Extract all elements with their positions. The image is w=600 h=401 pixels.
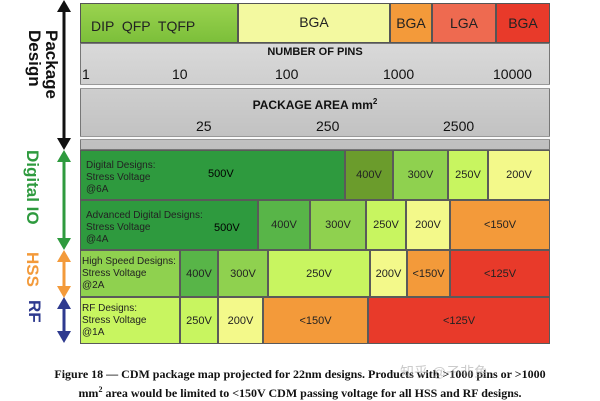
row3-label: High Speed Designs: Stress Voltage @2A [82,256,176,292]
row-label-line: Advanced Digital Designs: [86,210,203,221]
package-label: DIP QFP TQFP [91,18,196,34]
row4-cell-lt150v: <150V [263,297,368,344]
row-label-line: Stress Voltage [82,268,147,279]
row1-cell-250v: 250V [448,150,488,200]
rf-label: RF [25,300,44,323]
area-axis-title-text: PACKAGE AREA mm [252,98,373,112]
package-label: BGA [508,15,538,31]
row-label-line: High Speed Designs: [82,256,176,267]
digital-io-label: Digital IO [23,150,42,225]
row-label-line: Stress Voltage [86,222,151,233]
pins-tick-1: 1 [82,66,90,82]
pins-tick-10: 10 [172,66,188,82]
row1-base [80,150,345,200]
row-label-line: Digital Designs: [86,160,156,171]
area-axis-title: PACKAGE AREA mm2 [80,97,550,112]
row3-cell-400v: 400V [180,250,218,297]
package-label: BGA [299,14,329,30]
package-label: LGA [449,15,478,31]
hss-label: HSS [23,252,42,287]
area-tick-2500: 2500 [443,118,475,134]
row4-cell-200v: 200V [218,297,263,344]
rf-arrow [57,297,71,343]
area-tick-25: 25 [196,118,212,134]
row3-cell-300v: 300V [218,250,268,297]
row1-cell-400v: 400V [345,150,393,200]
row-label-line: @2A [82,280,105,291]
row2-cell-500v: 500V [214,222,240,234]
figure-caption-line1: Figure 18 — CDM package map projected fo… [54,367,546,381]
row3-base [80,250,180,297]
row-label-line: Stress Voltage [86,172,151,183]
caption-line2-pre: mm [78,386,99,400]
row2-cell-400v: 400V [258,200,310,250]
row1-cell-300v: 300V [393,150,448,200]
package-bga-1: BGA [238,3,390,43]
row-label-line: @1A [82,327,105,338]
package-dip-qfp-tqfp: DIP QFP TQFP [80,3,238,43]
pins-tick-100: 100 [275,66,299,82]
pins-tick-10000: 10000 [493,66,532,82]
hss-arrow [57,250,71,298]
watermark: 知乎 @子非鱼 [400,364,489,380]
row1-label: Digital Designs: Stress Voltage @6A [86,160,155,196]
package-lga: LGA [432,3,496,43]
row2-cell-200v: 200V [406,200,450,250]
package-design-arrow [57,0,71,150]
caption-line2-sup: 2 [98,385,103,394]
row2-cell-250v: 250V [366,200,406,250]
pins-axis-title: NUMBER OF PINS [267,46,363,58]
row3-cell-250v: 250V [268,250,370,297]
figure-caption-line2: mm2 area would be limited to <150V CDM p… [0,382,600,401]
row1-cell-200v: 200V [488,150,550,200]
area-tick-250: 250 [316,118,340,134]
row3-cell-200v: 200V [370,250,407,297]
row2-cell-lt150v: <150V [450,200,550,250]
row4-label: RF Designs: Stress Voltage @1A [82,303,146,339]
package-bga-3: BGA [496,3,550,43]
row2-cell-300v: 300V [310,200,366,250]
area-axis-title-sup: 2 [372,97,378,106]
row3-cell-lt150v: <150V [407,250,450,297]
row1-cell-500v: 500V [208,168,234,180]
package-design-label: Package Design [25,30,61,99]
row3-cell-lt125v: <125V [450,250,550,297]
row4-base [80,297,180,344]
row-label-line: Stress Voltage [82,315,147,326]
row2-label: Advanced Digital Designs: Stress Voltage… [86,210,203,246]
row4-cell-250v: 250V [180,297,218,344]
digital-io-arrow [57,150,71,250]
package-bga-2: BGA [390,3,432,43]
row4-cell-lt125v: <125V [368,297,550,344]
package-label: BGA [396,15,426,31]
axes-panel [80,43,550,150]
row-label-line: RF Designs: [82,303,138,314]
row-label-line: @4A [86,234,109,245]
pins-tick-1000: 1000 [383,66,415,82]
caption-line2-post: area would be limited to <150V CDM passi… [102,386,522,400]
row-label-line: @6A [86,184,109,195]
pins-axis-line [80,84,550,89]
area-axis-line [80,136,550,140]
row2-base [80,200,258,250]
